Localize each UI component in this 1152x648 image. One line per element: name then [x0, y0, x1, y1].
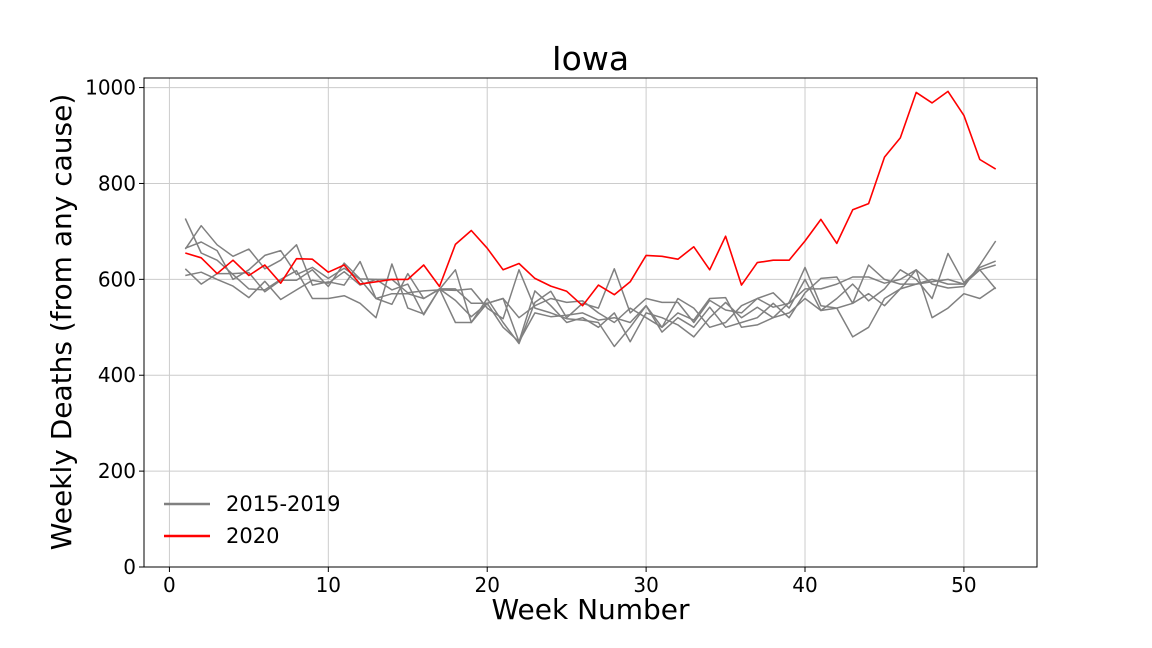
x-tick-label: 40 [792, 573, 817, 597]
x-tick-label: 50 [951, 573, 976, 597]
legend-label-2015-2019: 2015-2019 [226, 492, 340, 516]
y-axis-title: Weekly Deaths (from any cause) [45, 94, 78, 551]
series-line-past-year-3 [184, 262, 997, 348]
legend-label-2020: 2020 [226, 524, 279, 548]
legend: 2015-2019 2020 [164, 492, 340, 548]
series-line-2015-2019 [184, 224, 996, 345]
series-line-past-year-1 [184, 218, 997, 343]
plot-frame [143, 77, 1038, 568]
ticks: 0 10 20 30 40 50 0 200 400 600 800 1000 [85, 76, 977, 597]
chart-title: Iowa [552, 39, 629, 78]
x-tick-label: 10 [316, 573, 341, 597]
series-layer [184, 90, 997, 348]
series-line-past-year-4 [185, 264, 996, 329]
y-tick-label: 400 [98, 363, 136, 387]
series-line-2020 [185, 90, 997, 307]
y-tick-label: 800 [98, 171, 136, 195]
x-tick-label: 0 [163, 573, 176, 597]
y-tick-label: 0 [123, 555, 136, 579]
series-line-past-year-2 [185, 240, 997, 343]
x-tick-label: 30 [633, 573, 658, 597]
x-axis-title: Week Number [491, 593, 690, 626]
y-tick-label: 200 [98, 459, 136, 483]
y-tick-label: 600 [98, 267, 136, 291]
y-tick-label: 1000 [85, 76, 136, 100]
x-tick-label: 20 [474, 573, 499, 597]
